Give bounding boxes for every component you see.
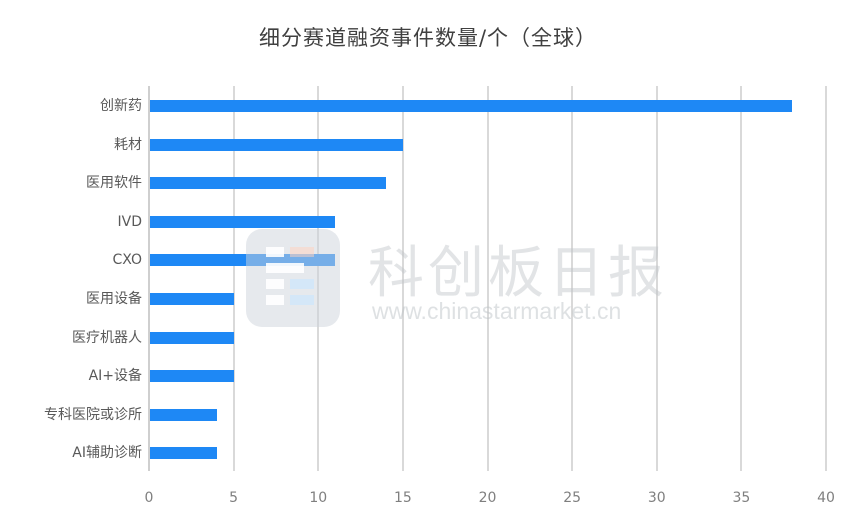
- gridline: [232, 86, 235, 471]
- y-category-label: AI+设备: [88, 368, 142, 385]
- bar: [150, 177, 386, 190]
- y-category-label: 专科医院或诊所: [44, 406, 142, 423]
- y-category-label: 耗材: [114, 136, 142, 153]
- x-tick-label: 30: [647, 490, 666, 506]
- gridline: [740, 86, 743, 471]
- gridline: [655, 86, 658, 471]
- y-category-label: 医用设备: [86, 291, 142, 307]
- y-category-label: AI辅助诊断: [72, 445, 142, 462]
- gridline: [571, 86, 574, 471]
- bar: [150, 408, 217, 421]
- bar: [150, 100, 793, 112]
- x-tick-label: 25: [563, 490, 582, 506]
- gridline: [148, 86, 150, 471]
- gridline: [825, 86, 827, 471]
- x-tick-label: 40: [817, 490, 835, 506]
- y-category-label: 医疗机器人: [72, 329, 142, 346]
- watermark-brand: 科创板日报: [368, 241, 668, 306]
- gridline: [401, 86, 404, 471]
- x-tick-label: 35: [732, 490, 751, 506]
- bar: [150, 370, 234, 383]
- y-category-label: CXO: [112, 252, 143, 269]
- x-tick-label: 10: [309, 490, 328, 506]
- y-category-label: 医用软件: [86, 175, 142, 192]
- x-tick-label: 0: [144, 490, 154, 506]
- watermark-logo-icon: [246, 229, 340, 327]
- x-tick-label: 5: [229, 490, 239, 506]
- watermark-url: www.chinastarmarket.cn: [372, 298, 622, 324]
- chart-title: 细分赛道融资事件数量/个（全球）: [258, 26, 598, 50]
- bar: [150, 138, 403, 151]
- y-category-label: 创新药: [100, 98, 142, 114]
- bar: [150, 447, 217, 460]
- x-tick-label: 15: [393, 490, 412, 506]
- bar: [150, 293, 234, 305]
- x-tick-label: 20: [478, 490, 497, 506]
- y-category-label: IVD: [117, 213, 143, 230]
- bar: [150, 215, 336, 228]
- gridline: [486, 86, 489, 471]
- bar: [150, 331, 234, 344]
